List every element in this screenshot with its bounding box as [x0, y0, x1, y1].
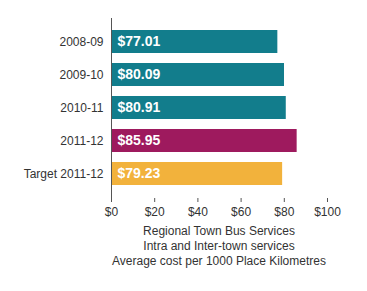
svg-text:$60: $60	[231, 205, 251, 219]
svg-text:$80.91: $80.91	[118, 99, 161, 115]
svg-text:$80: $80	[274, 205, 294, 219]
svg-text:$40: $40	[188, 205, 208, 219]
svg-text:2009-10: 2009-10	[59, 68, 103, 82]
svg-text:$79.23: $79.23	[118, 165, 161, 181]
svg-text:$85.95: $85.95	[118, 132, 161, 148]
svg-text:$0: $0	[105, 205, 119, 219]
svg-text:$20: $20	[145, 205, 165, 219]
svg-text:$100: $100	[314, 205, 341, 219]
svg-text:Target 2011-12: Target 2011-12	[24, 167, 104, 181]
svg-text:2008-09: 2008-09	[59, 35, 103, 49]
html-text:Regional Town Bus Services Int: Regional Town Bus Services Intra and Int…	[112, 224, 326, 268]
svg-text:$77.01: $77.01	[118, 33, 161, 49]
svg-text:2010-11: 2010-11	[60, 101, 103, 115]
svg-text:$80.09: $80.09	[118, 66, 161, 82]
svg-text:2011-12: 2011-12	[60, 134, 103, 148]
